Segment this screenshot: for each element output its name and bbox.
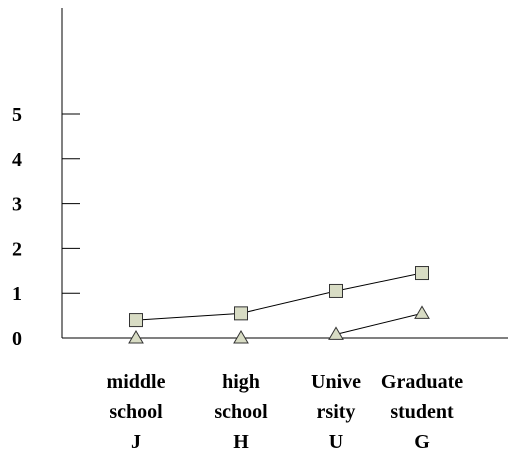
x-category-label-2: Unive rsity U bbox=[311, 371, 361, 453]
series-1-triangle-marker-3 bbox=[414, 305, 430, 319]
x-category-label-0: middle school J bbox=[107, 371, 166, 453]
series-line-0 bbox=[135, 272, 423, 321]
y-tick-label-2: 2 bbox=[12, 238, 22, 260]
series-lines bbox=[135, 272, 423, 335]
series-markers bbox=[128, 266, 430, 344]
series-1-triangle-marker-2 bbox=[328, 326, 344, 340]
x-category-label-0-line-1: school bbox=[109, 401, 163, 423]
series-1-triangle-marker-1 bbox=[233, 330, 249, 344]
x-category-label-0-line-0: middle bbox=[107, 371, 166, 393]
x-category-label-2-line-0: Unive bbox=[311, 371, 361, 393]
series-1-triangle-marker-0 bbox=[128, 330, 144, 344]
x-category-label-1-line-1: school bbox=[214, 401, 268, 423]
x-category-label-3-line-0: Graduate bbox=[381, 371, 463, 393]
x-category-label-1: high school H bbox=[214, 371, 268, 453]
series-0-square-marker-0 bbox=[129, 313, 143, 328]
x-category-label-2-line-2: U bbox=[329, 431, 343, 453]
x-category-label-1-line-2: H bbox=[233, 431, 249, 453]
y-tick-label-0: 0 bbox=[12, 328, 22, 350]
y-tick-label-1: 1 bbox=[12, 283, 22, 305]
series-0-square-marker-1 bbox=[234, 306, 248, 321]
x-category-label-3: Graduate student G bbox=[381, 371, 463, 453]
y-tick-label-5: 5 bbox=[12, 104, 22, 126]
x-category-label-3-line-2: G bbox=[414, 431, 430, 453]
x-category-label-0-line-2: J bbox=[131, 431, 141, 453]
x-category-label-3-line-1: student bbox=[390, 401, 454, 423]
series-0-square-marker-2 bbox=[329, 283, 343, 298]
series-0-square-marker-3 bbox=[415, 266, 429, 281]
series-line-1 bbox=[335, 312, 423, 335]
y-axis-ticks: 0 1 2 3 4 5 bbox=[12, 104, 80, 350]
x-category-label-1-line-0: high bbox=[222, 371, 260, 393]
x-category-label-2-line-1: rsity bbox=[317, 401, 356, 423]
y-tick-label-3: 3 bbox=[12, 194, 22, 216]
y-tick-label-4: 4 bbox=[12, 149, 22, 171]
